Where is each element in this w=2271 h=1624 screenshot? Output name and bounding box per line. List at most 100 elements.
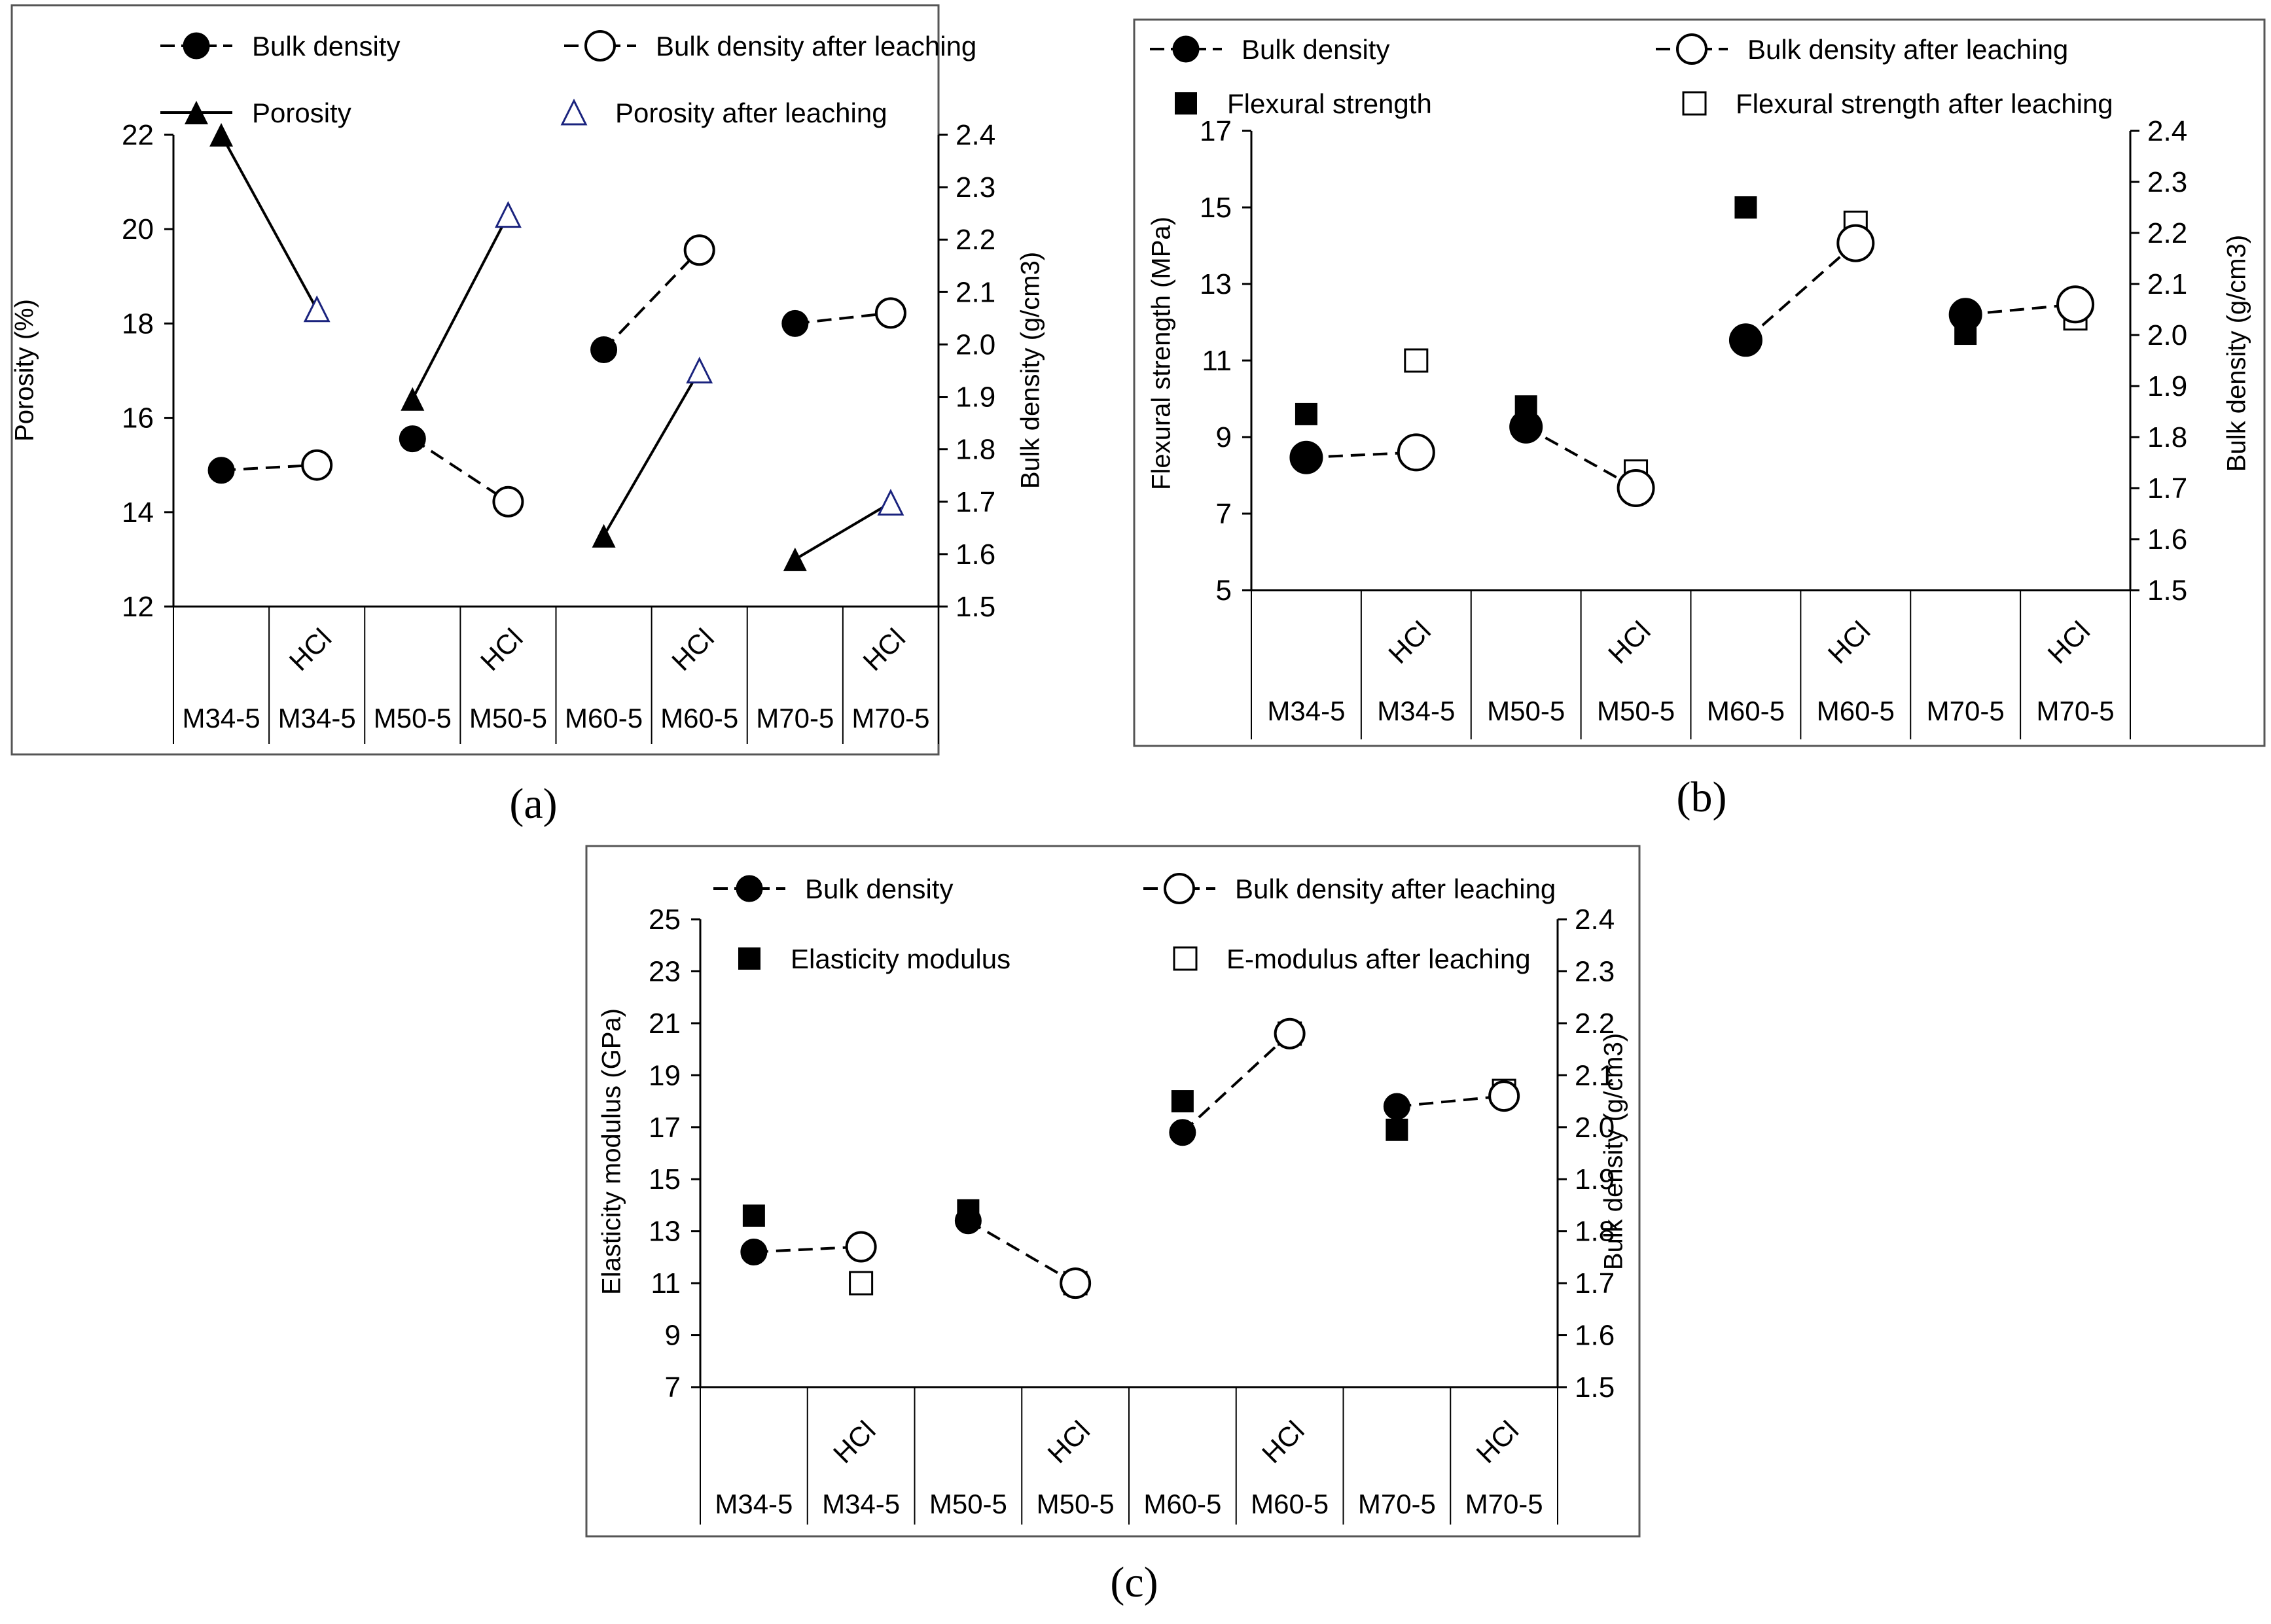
right-tick-label: 2.4 [1575, 904, 1615, 936]
connector-line [795, 311, 891, 325]
category-label: M50-5 [469, 703, 547, 733]
data-point [1274, 1017, 1306, 1050]
legend-label: Bulk density after leaching [656, 31, 976, 62]
panel-frame [10, 4, 940, 756]
legend-label: Elasticity modulus [791, 944, 1010, 974]
category-label: M60-5 [565, 703, 643, 733]
right-tick-label: 2.0 [2147, 319, 2187, 351]
data-point [1617, 469, 1655, 507]
connector-line [1745, 242, 1857, 342]
category-label: M50-5 [1597, 696, 1675, 726]
legend-marker [1175, 92, 1197, 115]
chart-panel-a: 12 14 16 18 20 22 1.5 1.6 1.7 1.8 1.9 2.0 2.1 2.2 2.3 2… [10, 4, 1045, 828]
right-tick-label: 1.7 [1575, 1267, 1615, 1299]
left-tick-label: 19 [649, 1059, 681, 1091]
data-point [874, 297, 906, 329]
category-label: M50-5 [929, 1489, 1007, 1519]
category-label: M60-5 [1251, 1489, 1329, 1519]
left-tick-label: 20 [122, 213, 154, 245]
left-tick-label: 21 [649, 1008, 681, 1040]
panel-caption: (b) [1677, 773, 1727, 821]
legend-marker [1676, 33, 1708, 65]
data-point [399, 425, 426, 453]
legend-marker [584, 30, 616, 62]
data-point [740, 1238, 768, 1265]
right-tick-label: 2.2 [1575, 1008, 1615, 1040]
right-tick-label: 2.1 [956, 276, 995, 308]
category-label: M70-5 [1927, 696, 2005, 726]
y2-axis-title: Bulk density (g/cm3) [1016, 252, 1045, 489]
left-tick-label: 11 [1202, 345, 1232, 377]
data-point [492, 485, 524, 518]
y2-axis-title: Bulk density (g/cm3) [1600, 1033, 1628, 1270]
data-point [783, 547, 807, 571]
left-tick-label: 13 [649, 1216, 681, 1248]
connector-line [794, 501, 891, 561]
right-tick-label: 1.6 [956, 538, 995, 571]
left-tick-label: 25 [649, 904, 681, 936]
legend-item: Bulk density after leaching [564, 30, 976, 62]
data-point [1383, 1093, 1410, 1120]
left-tick-label: 15 [649, 1163, 681, 1195]
left-tick-label: 7 [1216, 498, 1232, 530]
left-tick-label: 13 [1200, 268, 1232, 300]
right-tick-label: 2.3 [1575, 955, 1615, 987]
legend-marker [560, 98, 588, 126]
data-point [590, 336, 618, 363]
right-tick-label: 2.4 [2147, 115, 2187, 147]
left-tick-label: 15 [1200, 192, 1232, 224]
data-point [1169, 1119, 1196, 1146]
data-point [401, 387, 425, 411]
data-point [1948, 298, 1982, 332]
legend-marker [1164, 873, 1195, 904]
legend-label: Bulk density after leaching [1747, 34, 2068, 65]
left-tick-label: 22 [122, 119, 154, 151]
legend-label: E-modulus after leaching [1226, 944, 1531, 974]
connector-line [221, 463, 317, 472]
category-label: M70-5 [756, 703, 834, 733]
legend-marker [183, 32, 210, 60]
category-label: M34-5 [1377, 696, 1455, 726]
right-tick-label: 2.0 [956, 328, 995, 361]
legend-item: Flexural strength [1175, 88, 1432, 119]
left-tick-label: 12 [122, 591, 154, 623]
left-tick-label: 9 [1216, 421, 1232, 453]
legend-label: Bulk density [805, 874, 953, 904]
left-tick-label: 14 [122, 497, 154, 529]
data-point [1509, 410, 1543, 444]
data-point [2056, 285, 2095, 324]
category-label: M60-5 [1707, 696, 1785, 726]
legend-marker [1173, 946, 1198, 971]
legend-item: Bulk density [1150, 34, 1389, 65]
data-point [1728, 323, 1762, 357]
data-point [1289, 440, 1323, 474]
category-label: M60-5 [1817, 696, 1895, 726]
category-label: M50-5 [374, 703, 452, 733]
legend-marker [185, 101, 208, 124]
chart-panel-c: 7 9 11 13 15 17 19 21 23 25 1.5 1.6 1.7 1.8 1.9 2.0 2.1 2… [585, 845, 1641, 1606]
category-label: M50-5 [1037, 1489, 1115, 1519]
left-tick-label: 16 [122, 402, 154, 434]
connector-line [412, 437, 509, 503]
right-tick-label: 2.0 [1575, 1112, 1615, 1144]
legend-item: Flexural strength after leaching [1682, 88, 2113, 119]
connector-line [602, 370, 701, 537]
data-point [849, 1271, 874, 1296]
right-tick-label: 2.1 [2147, 268, 2187, 300]
right-tick-label: 1.5 [2147, 574, 2187, 607]
legend-label: Porosity after leaching [615, 97, 887, 128]
right-tick-label: 2.2 [2147, 217, 2187, 249]
connector-line [220, 134, 318, 310]
right-tick-label: 2.4 [956, 119, 995, 151]
legend-item: Bulk density [713, 874, 953, 904]
connector-line [603, 249, 701, 351]
connector-line [411, 214, 510, 400]
data-point [845, 1231, 877, 1263]
left-tick-label: 11 [651, 1267, 681, 1299]
data-point [209, 123, 234, 147]
right-tick-label: 1.9 [1575, 1163, 1615, 1195]
data-point [303, 295, 331, 323]
data-point [1397, 433, 1435, 472]
y2-axis-title: Bulk density (g/cm3) [2223, 235, 2251, 472]
